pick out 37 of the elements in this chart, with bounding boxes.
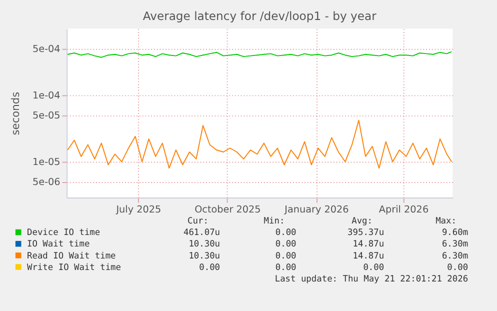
- y-tick-label: 5e-06: [32, 177, 60, 188]
- legend-label: Read IO Wait time: [27, 251, 116, 262]
- text: Cur:: [188, 216, 208, 227]
- x-tick-label: October 2025: [194, 204, 261, 216]
- text: Last update: Thu May 21 22:01:21 2026: [274, 274, 468, 284]
- text: 14.87u: [352, 240, 384, 250]
- line-series: [67, 120, 452, 169]
- text: 395.37u: [348, 228, 384, 238]
- y-tick-label: 1e-05: [32, 157, 60, 168]
- text: 6.30m: [442, 251, 468, 262]
- x-tick-label: April 2026: [378, 204, 429, 216]
- text: 10.30u: [188, 251, 220, 262]
- y-tick-label: 5e-04: [32, 44, 60, 56]
- y-tick-label: 1e-04: [32, 90, 60, 102]
- text: 9.60m: [442, 228, 468, 238]
- text: 0.00: [275, 262, 296, 273]
- text: 0.00: [275, 251, 296, 262]
- text: Min:: [264, 216, 285, 227]
- text: 0.00: [275, 240, 296, 250]
- x-tick-label: January 2026: [284, 204, 349, 216]
- text: 0.00: [199, 262, 220, 273]
- text: Avg:: [352, 216, 373, 227]
- chart-title: Average latency for /dev/loop1 - by year: [142, 8, 377, 23]
- legend-label: Device IO time: [27, 228, 100, 238]
- text: 6.30m: [442, 240, 468, 250]
- text: 0.00: [275, 228, 296, 238]
- legend-label: IO Wait time: [27, 240, 90, 250]
- text: 461.07u: [183, 228, 220, 238]
- y-axis-title: seconds: [8, 91, 22, 136]
- legend-label: Write IO Wait time: [27, 262, 122, 273]
- x-tick-label: July 2025: [115, 204, 162, 216]
- y-tick-label: 5e-05: [32, 110, 60, 122]
- text: 10.30u: [188, 240, 220, 250]
- text: 0.00: [447, 262, 468, 273]
- text: 0.00: [363, 262, 384, 273]
- text: Max:: [436, 216, 456, 227]
- text: 14.87u: [352, 251, 384, 262]
